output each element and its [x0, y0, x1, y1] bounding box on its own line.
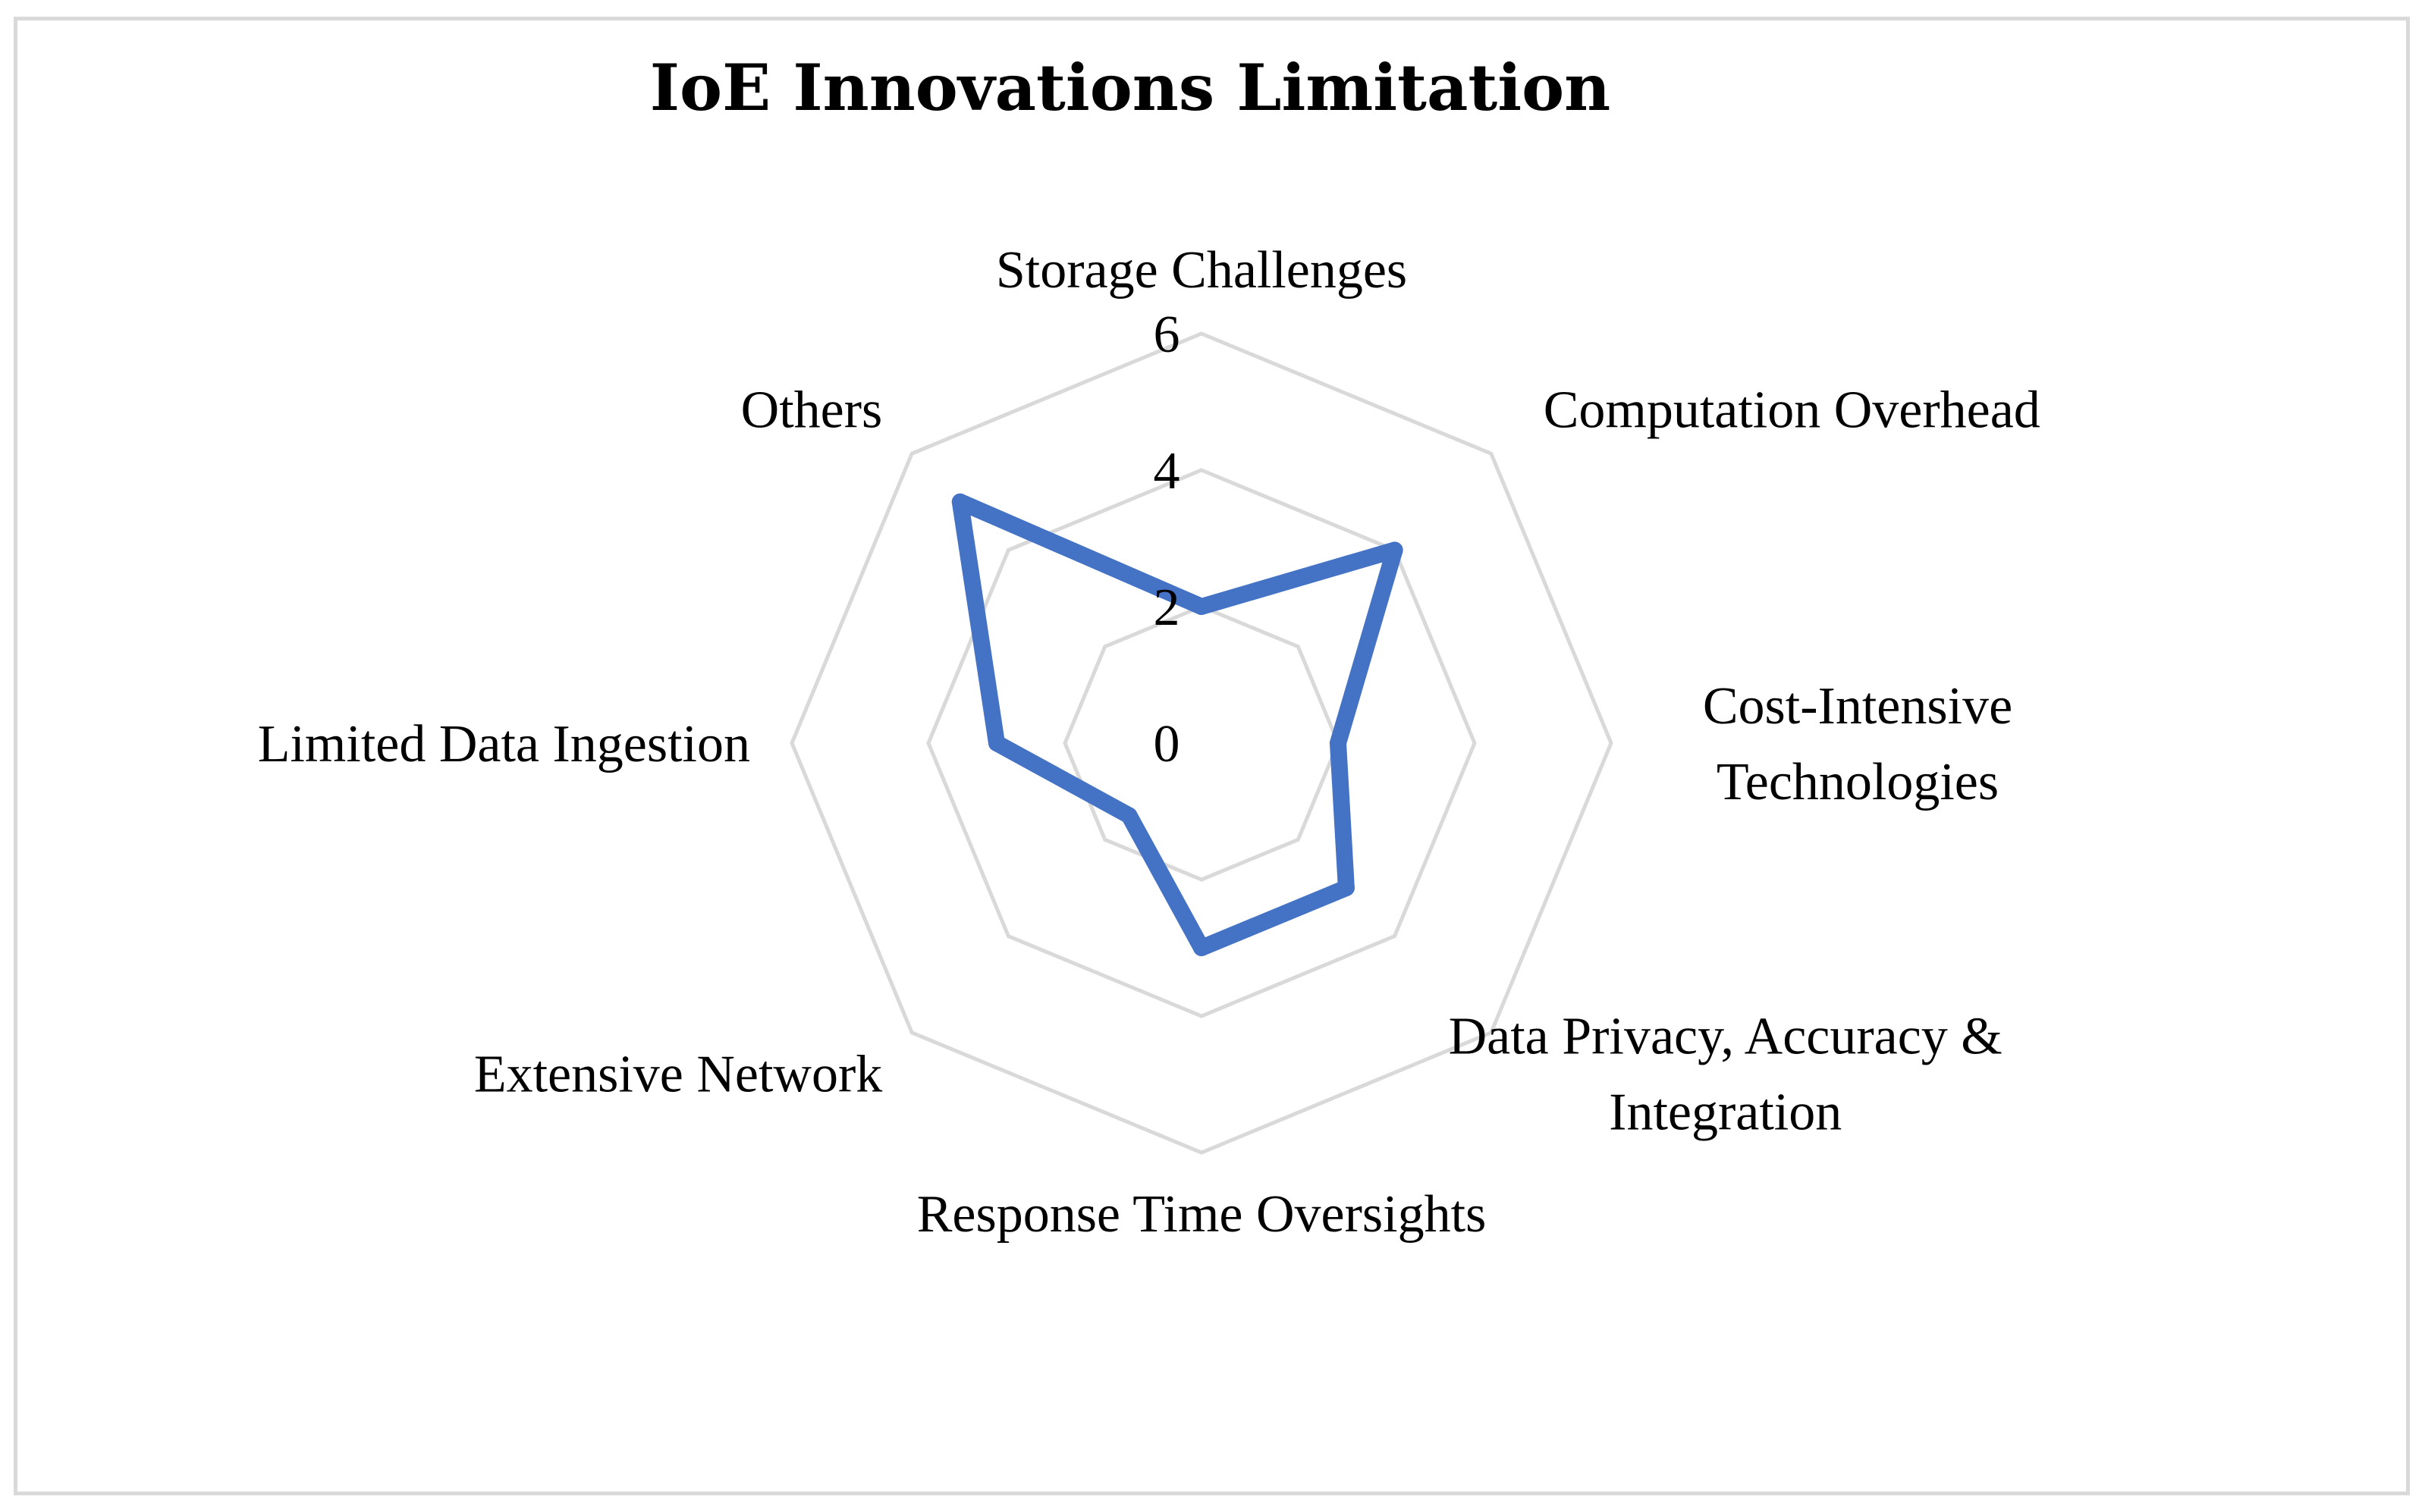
- category-label-1: Computation Overhead: [1544, 381, 2040, 439]
- series-layer: [951, 493, 1403, 956]
- data-point-6: [988, 735, 1005, 751]
- category-label-2: Cost-Intensive Technologies: [1703, 677, 2012, 811]
- category-label-3: Data Privacy, Accuracy & Integration: [1449, 1008, 2003, 1142]
- category-label-4: Response Time Oversights: [917, 1185, 1487, 1244]
- category-label-5: Extensive Network: [474, 1046, 882, 1104]
- data-point-4: [1193, 940, 1210, 956]
- chart-frame: [14, 17, 2410, 1495]
- category-label-0: Storage Challenges: [996, 241, 1407, 300]
- data-point-0: [1193, 598, 1210, 615]
- data-point-3: [1337, 879, 1355, 896]
- grid-ring-2: [1063, 604, 1340, 882]
- grid-ring-6: [790, 331, 1613, 1155]
- tick-labels: 0 2 4 6: [1154, 306, 1180, 773]
- tick-label-6: 6: [1154, 306, 1180, 364]
- category-labels: Storage Challenges Computation Overhead Co…: [258, 241, 2040, 1244]
- chart-title: IoE Innovations Limitation: [650, 50, 1610, 125]
- tick-label-0: 0: [1154, 715, 1180, 773]
- data-point-7: [951, 493, 969, 510]
- data-point-1: [1386, 541, 1403, 559]
- tick-label-2: 2: [1154, 579, 1180, 637]
- data-point-2: [1330, 735, 1346, 751]
- category-label-7: Others: [741, 381, 883, 439]
- category-label-6: Limited Data Ingestion: [258, 715, 750, 773]
- data-point-5: [1120, 807, 1138, 824]
- tick-label-4: 4: [1154, 442, 1180, 500]
